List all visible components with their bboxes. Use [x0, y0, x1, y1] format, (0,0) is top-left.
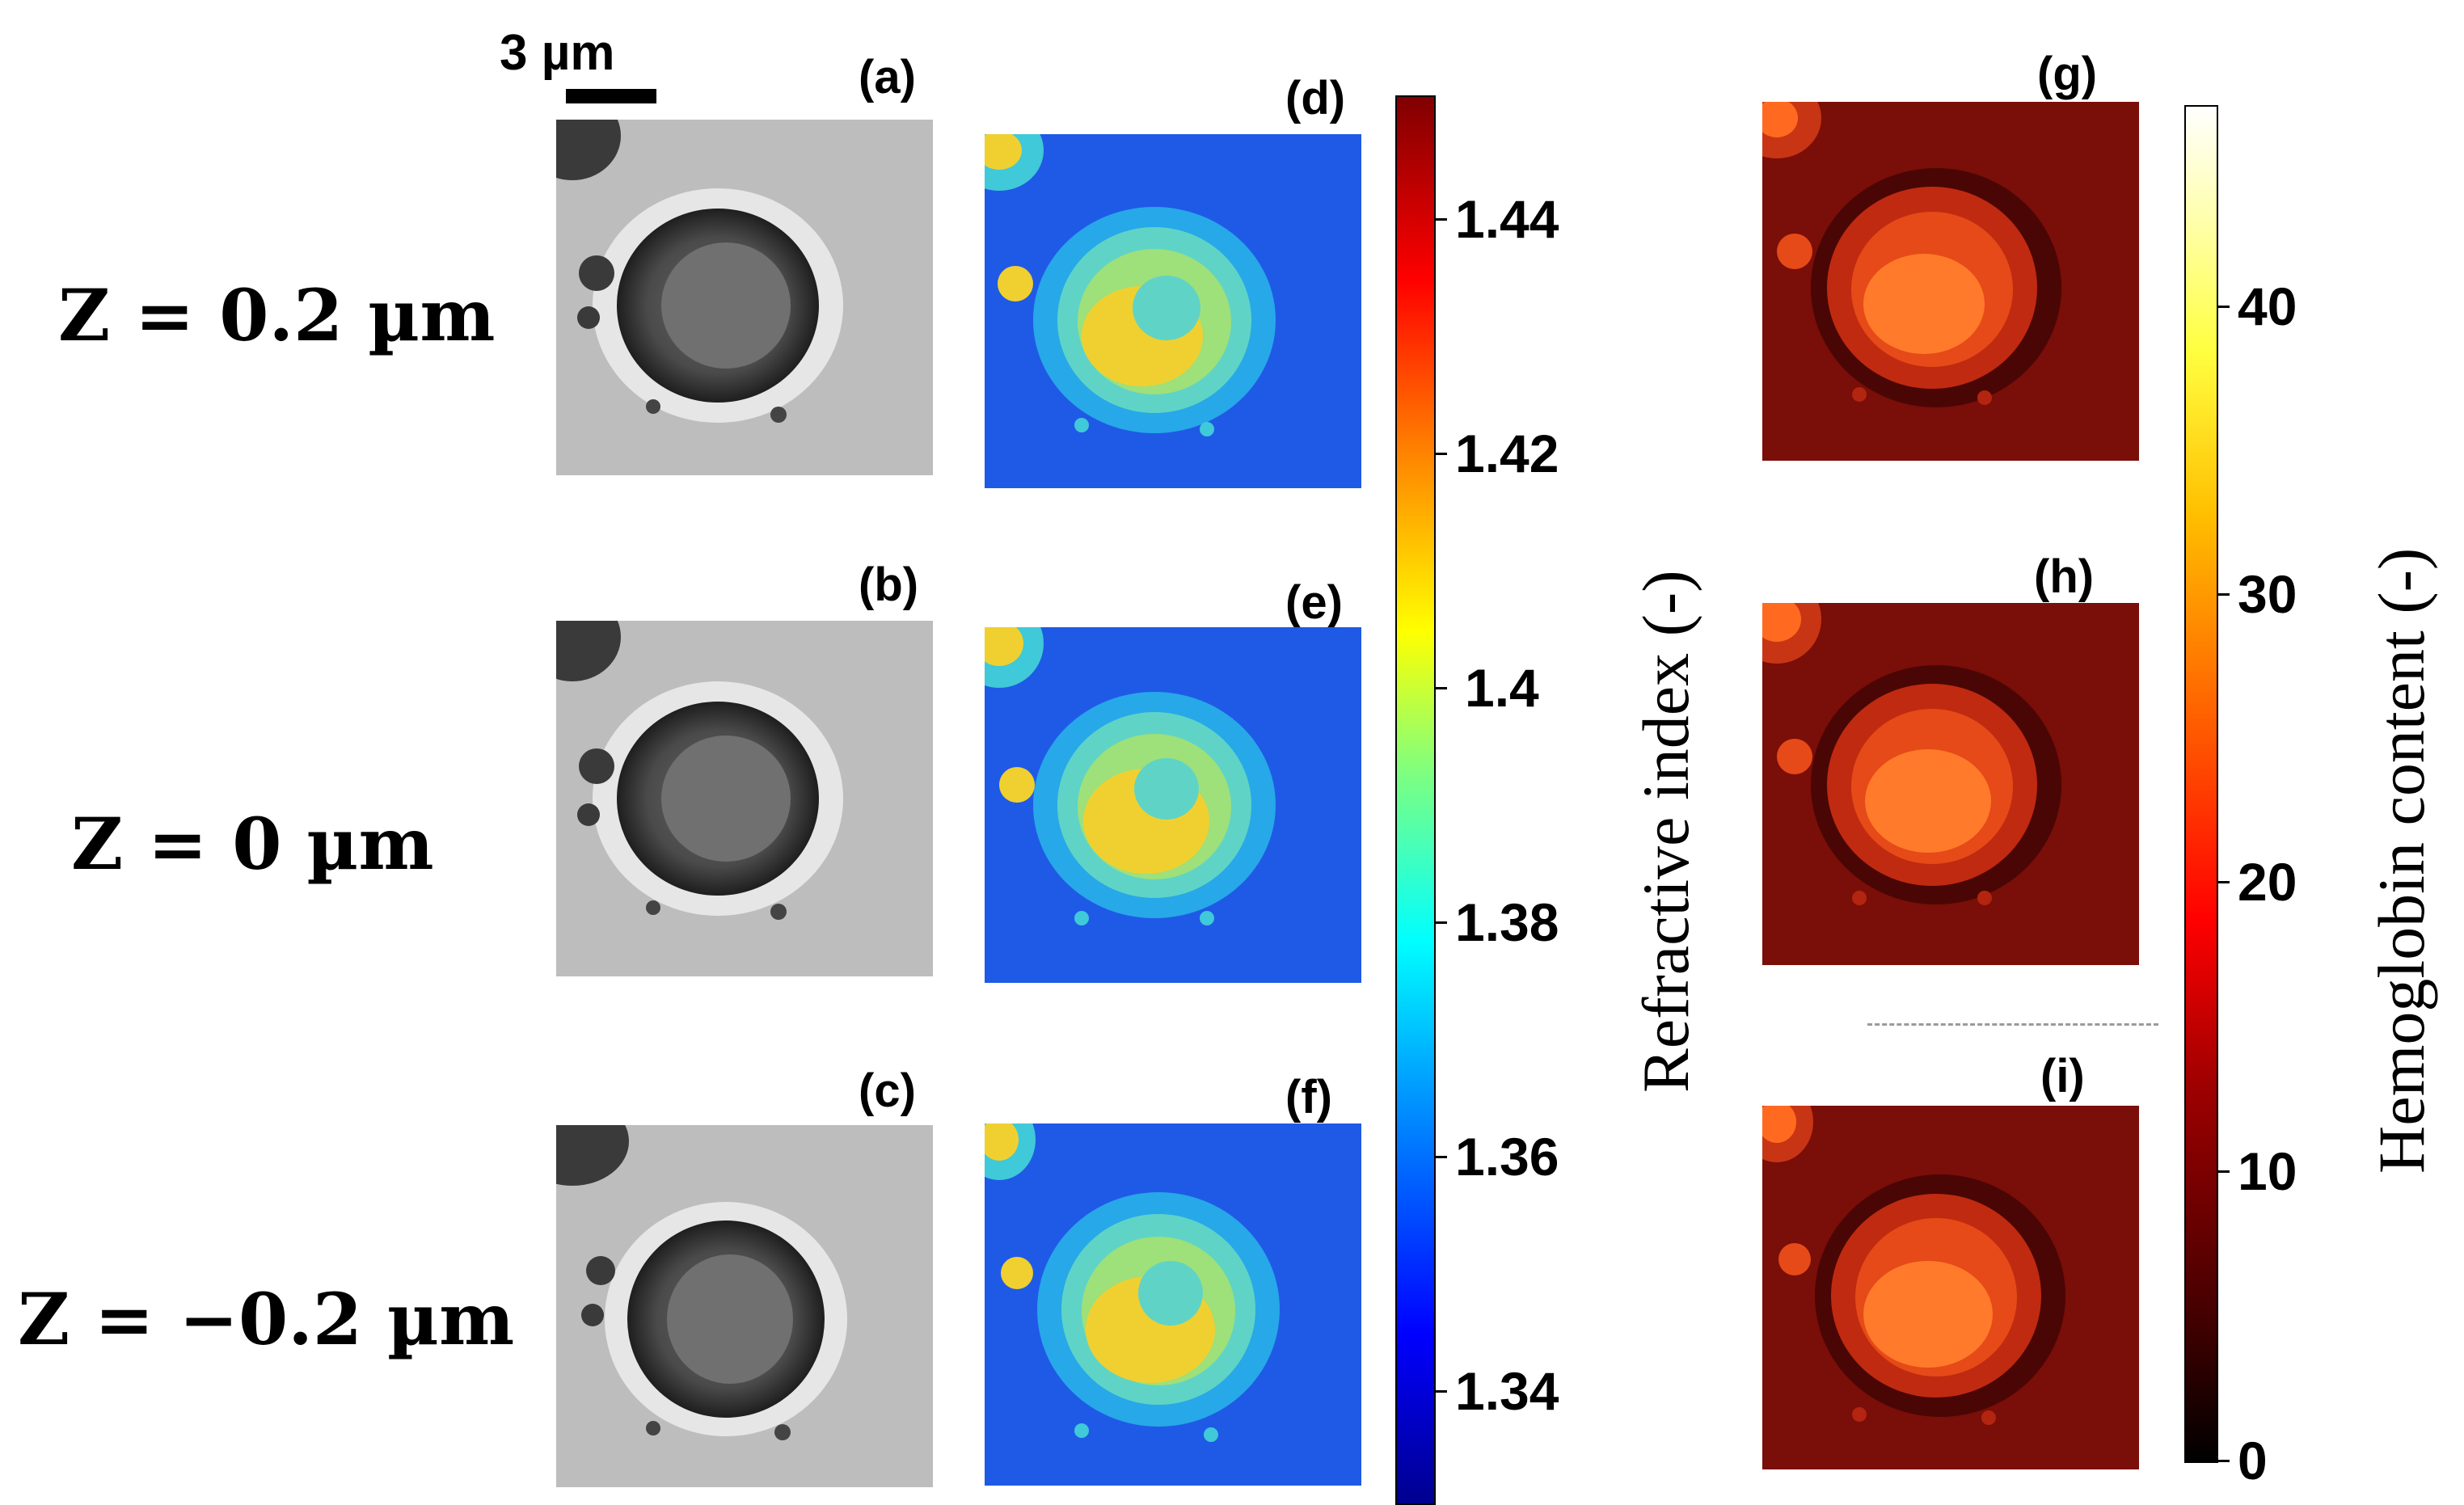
ri-tick-label: 1.34 [1455, 1361, 1559, 1421]
panel-label-c: (c) [859, 1064, 916, 1117]
ri-tick-mark [1436, 687, 1447, 689]
ri-tick-label: 1.4 [1465, 658, 1539, 718]
hb-tick-label: 10 [2238, 1141, 2297, 1201]
ri-tick-mark [1436, 921, 1447, 924]
scale-bar-label: 3 µm [500, 25, 615, 81]
panel-d-refractive-index-map [985, 134, 1361, 488]
ri-tick-mark [1436, 1390, 1447, 1393]
panel-h-hemoglobin-map [1762, 603, 2139, 965]
ri-tick-label: 1.36 [1455, 1127, 1559, 1187]
panel-label-f: (f) [1285, 1071, 1332, 1123]
panel-i-hemoglobin-map [1762, 1106, 2139, 1469]
panel-label-b: (b) [859, 559, 919, 611]
panel-label-i: (i) [2040, 1050, 2085, 1102]
panel-label-g: (g) [2037, 48, 2098, 100]
hemoglobin-axis-title: Hemoglobin content (-) [2365, 547, 2438, 1174]
ri-tick-mark [1436, 1156, 1447, 1158]
hb-tick-label: 30 [2238, 564, 2297, 624]
hb-tick-label: 40 [2238, 276, 2297, 336]
ri-tick-label: 1.38 [1455, 892, 1559, 952]
ri-tick-mark [1436, 453, 1447, 455]
panel-e-refractive-index-map [985, 627, 1361, 983]
z-label-top: Z = 0.2 µm [58, 273, 496, 357]
ri-tick-label: 1.42 [1455, 424, 1559, 483]
hb-tick-label: 0 [2238, 1431, 2268, 1490]
hb-tick-mark [2218, 306, 2230, 308]
ri-tick-mark [1436, 218, 1447, 221]
scale-bar [566, 89, 656, 103]
panel-g-hemoglobin-map [1762, 102, 2139, 461]
panel-b-brightfield-image [556, 621, 933, 976]
ri-tick-label: 1.44 [1455, 189, 1559, 249]
hb-tick-mark [2218, 1170, 2230, 1173]
separator-line [1867, 1023, 2158, 1028]
hb-tick-mark [2218, 1460, 2230, 1462]
panel-label-a: (a) [859, 51, 916, 103]
hemoglobin-colorbar [2184, 105, 2218, 1463]
hb-tick-mark [2218, 593, 2230, 596]
hb-tick-label: 20 [2238, 852, 2297, 912]
z-label-middle: Z = 0 µm [71, 802, 434, 886]
panel-label-e: (e) [1285, 576, 1343, 629]
panel-f-refractive-index-map [985, 1123, 1361, 1486]
panel-label-h: (h) [2034, 550, 2095, 603]
hb-tick-mark [2218, 881, 2230, 883]
refractive-index-colorbar [1395, 95, 1436, 1505]
refractive-index-axis-title: Refractive index (-) [1629, 570, 1702, 1093]
panel-a-brightfield-image [556, 120, 933, 475]
panel-label-d: (d) [1285, 72, 1346, 124]
panel-c-brightfield-image [556, 1125, 933, 1487]
z-label-bottom: Z = −0.2 µm [18, 1277, 515, 1361]
